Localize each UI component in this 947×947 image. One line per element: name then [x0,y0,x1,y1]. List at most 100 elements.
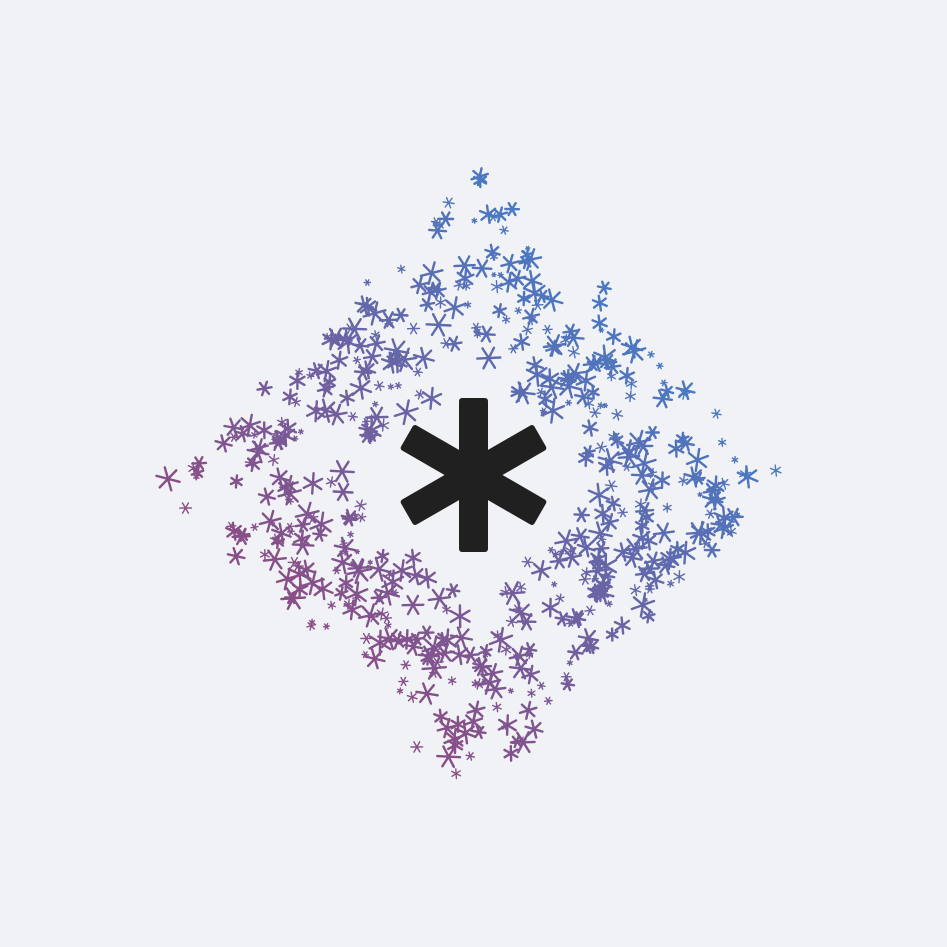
particle-asterisk-icon [645,425,660,440]
particle-asterisk-icon [431,645,440,654]
particle-asterisk-icon [605,600,613,608]
particle-asterisk-icon [630,465,653,486]
particle-asterisk-icon [339,389,355,407]
particle-asterisk-icon [604,479,618,492]
particle-asterisk-icon [352,356,361,365]
particle-asterisk-icon [526,314,537,326]
particle-asterisk-icon [540,410,547,417]
particle-asterisk-icon [598,327,605,333]
particle-asterisk-icon [427,221,448,240]
particle-asterisk-icon [490,280,503,294]
particle-asterisk-icon [647,350,655,359]
particle-asterisk-icon [384,621,392,629]
particle-asterisk-icon [451,768,462,780]
particle-asterisk-icon [250,523,259,532]
particle-asterisk-icon [482,652,489,659]
particle-asterisk-icon [540,288,564,312]
particle-asterisk-icon [340,508,359,527]
particle-asterisk-icon [346,338,353,345]
particle-asterisk-icon [739,468,752,481]
particle-asterisk-icon [621,547,643,568]
particle-asterisk-icon [270,521,276,527]
particle-asterisk-icon [306,400,327,423]
particle-asterisk-icon [235,527,251,542]
particle-asterisk-icon [419,296,436,312]
particle-asterisk-icon [330,350,349,370]
particle-asterisk-icon [685,521,712,545]
particle-asterisk-icon [445,583,461,598]
particle-asterisk-icon [259,549,270,561]
particle-asterisk-icon [605,328,622,346]
particle-asterisk-icon [592,576,611,595]
particle-asterisk-icon [412,346,435,369]
particle-asterisk-icon [412,367,423,377]
particle-asterisk-icon [521,556,534,568]
particle-asterisk-icon [410,741,424,753]
particle-asterisk-icon [492,701,502,713]
particle-asterisk-icon [516,612,537,631]
particle-asterisk-icon [570,611,587,626]
particle-asterisk-icon [362,417,371,426]
particle-asterisk-icon [471,679,480,688]
particle-asterisk-icon [726,526,737,538]
particle-asterisk-icon [526,356,544,375]
particle-asterisk-icon [584,605,596,616]
particle-asterisk-icon [647,479,659,493]
particle-asterisk-icon [608,430,620,444]
particle-asterisk-icon [443,727,465,751]
particle-asterisk-icon [713,517,735,540]
particle-asterisk-icon [644,581,655,591]
particle-asterisk-icon [245,455,262,472]
particle-asterisk-icon [518,700,538,720]
particle-asterisk-icon [611,408,624,421]
particle-asterisk-icon [515,581,527,594]
particle-asterisk-icon [443,296,466,320]
particle-asterisk-icon [371,400,379,408]
particle-asterisk-icon [297,428,304,435]
particle-asterisk-icon [542,324,553,335]
particle-asterisk-icon [329,460,355,483]
particle-asterisk-icon [358,296,378,317]
particle-asterisk-icon [191,456,208,471]
particle-asterisk-icon [652,522,675,544]
particle-asterisk-icon [155,466,181,492]
particle-asterisk-icon [492,303,507,319]
particle-asterisk-icon [602,402,609,409]
particle-asterisk-icon [406,565,426,586]
particle-asterisk-icon [505,615,518,628]
particle-asterisk-icon [641,609,656,624]
particle-asterisk-icon [289,371,306,391]
particle-asterisk-icon [497,271,504,278]
particle-asterisk-icon [576,537,596,558]
particle-asterisk-icon [560,677,576,692]
particle-asterisk-icon [325,403,348,426]
particle-asterisk-icon [414,389,425,400]
particle-asterisk-icon [594,503,612,524]
particle-asterisk-icon [622,339,647,364]
particle-asterisk-icon [192,472,200,481]
particle-asterisk-icon [267,454,280,467]
particle-asterisk-icon [312,577,334,601]
particle-asterisk-icon [375,607,389,621]
particle-asterisk-icon [666,579,675,588]
particle-asterisk-icon [567,644,584,661]
particle-asterisk-icon [309,511,334,537]
particle-asterisk-icon [527,688,536,698]
particle-asterisk-icon [605,627,619,642]
particle-asterisk-icon [354,549,361,555]
particle-asterisk-icon [360,632,373,644]
particle-asterisk-icon [575,369,597,392]
particle-asterisk-icon [690,471,706,486]
particle-asterisk-icon [560,334,572,347]
particle-asterisk-icon [549,552,569,570]
particle-asterisk-icon [367,559,373,566]
particle-asterisk-icon [332,333,340,341]
particle-asterisk-icon [238,413,262,438]
particle-asterisk-icon [256,380,273,397]
particle-asterisk-icon [377,627,402,651]
particle-asterisk-icon [598,457,616,477]
particle-asterisk-icon [507,687,514,694]
particle-asterisk-icon [449,604,471,629]
particle-asterisk-icon [334,586,349,601]
particle-asterisk-icon [543,696,553,706]
